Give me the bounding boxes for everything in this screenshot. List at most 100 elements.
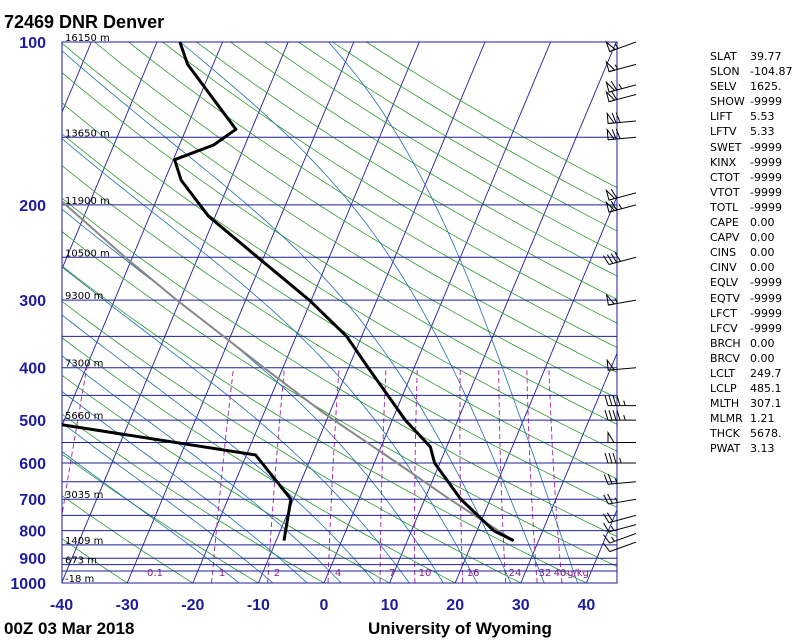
index-row-vtot: VTOT -9999 <box>710 185 800 200</box>
wind-barb <box>603 473 637 485</box>
pressure-tick-label: 400 <box>19 361 46 378</box>
dry-adiabat-line <box>62 72 617 425</box>
sounding-indices-table: SLAT 39.77 SLON -104.87 SELV 1625. SHOW -9999 LI… <box>710 49 800 457</box>
mixing-ratio-line <box>548 367 563 583</box>
wind-barb <box>605 60 637 73</box>
temperature-profile-line <box>173 42 515 542</box>
isotherm-line <box>62 42 223 427</box>
wind-barb <box>605 293 637 306</box>
wind-barb <box>605 80 637 93</box>
dry-adiabat-line <box>62 133 617 480</box>
mixing-ratio-label: 1 <box>219 568 225 579</box>
height-label: 13650 m <box>65 128 110 139</box>
index-row-capv: CAPV 0.00 <box>710 230 800 245</box>
index-value: -9999 <box>750 95 782 109</box>
index-value: -9999 <box>750 200 782 214</box>
mixing-ratio-label: 10 <box>419 568 432 579</box>
dry-adiabat-line <box>62 231 617 568</box>
index-value: -104.87 <box>750 65 793 79</box>
index-row-lclt: LCLT 249.7 <box>710 366 800 381</box>
index-key: TOTL <box>710 200 739 214</box>
moist-adiabat-line <box>328 42 579 583</box>
pressure-tick-label: 600 <box>19 456 46 473</box>
wind-barb <box>603 533 637 544</box>
index-key: EQTV <box>710 291 740 305</box>
dry-adiabat-line <box>62 42 617 399</box>
index-value: 0.00 <box>750 351 775 365</box>
isotherm-line <box>62 42 289 583</box>
index-value: -9999 <box>750 291 782 305</box>
moist-adiabat-line <box>62 208 444 583</box>
index-value: 5678. <box>750 427 782 441</box>
index-row-kinx: KINX -9999 <box>710 155 800 170</box>
index-row-brcv: BRCV 0.00 <box>710 351 800 366</box>
isotherm-line <box>192 42 420 583</box>
isotherm-line <box>323 42 551 583</box>
moist-adiabat-line <box>62 451 240 583</box>
dry-adiabat-line <box>62 265 588 583</box>
index-row-mlmr: MLMR 1.21 <box>710 411 800 426</box>
dry-adiabat-line <box>62 197 617 537</box>
wind-barb <box>606 127 637 141</box>
index-row-mlth: MLTH 307.1 <box>710 396 800 411</box>
wind-barb <box>603 541 637 553</box>
wind-barb <box>605 200 637 213</box>
temperature-tick-label: 10 <box>381 597 399 614</box>
index-row-ctot: CTOT -9999 <box>710 170 800 185</box>
chart-title: 72469 DNR Denver <box>4 12 164 32</box>
index-key: LIFT <box>710 110 733 124</box>
dry-adiabat-line <box>62 102 617 452</box>
moist-adiabat-line <box>62 50 512 583</box>
pressure-tick-label: 900 <box>19 551 46 568</box>
dewpoint-profile-line <box>62 423 293 541</box>
index-key: MLMR <box>710 412 743 426</box>
dry-adiabat-line <box>62 374 391 583</box>
wind-barb <box>607 430 636 444</box>
moist-adiabat-line <box>180 42 545 583</box>
index-row-totl: TOTL -9999 <box>710 200 800 215</box>
index-key: CINS <box>710 246 737 260</box>
index-row-thck: THCK 5678. <box>710 426 800 441</box>
moist-adiabat-line <box>62 422 274 583</box>
dry-adiabat-line <box>62 538 128 583</box>
index-value: 1.21 <box>750 412 775 426</box>
index-key: LFCV <box>710 321 738 335</box>
index-value: 0.00 <box>750 231 775 245</box>
index-value: 0.00 <box>750 216 775 230</box>
wind-barb <box>606 358 637 371</box>
index-key: SLAT <box>710 50 737 63</box>
index-row-lfct: LFCT -9999 <box>710 306 800 321</box>
index-row-lfcv: LFCV -9999 <box>710 321 800 336</box>
index-value: 485.1 <box>750 382 782 396</box>
height-label: 11900 m <box>65 196 110 207</box>
index-value: -9999 <box>750 321 782 335</box>
pressure-axis: 100 200 300 400 500 600 700 800 900 1000 <box>10 35 46 593</box>
index-value: 307.1 <box>750 397 782 411</box>
index-row-lift: LIFT 5.53 <box>710 109 800 124</box>
index-row-show: SHOW -9999 <box>710 94 800 109</box>
index-key: SHOW <box>710 95 745 109</box>
index-key: EQLV <box>710 276 739 290</box>
index-value: 3.13 <box>750 442 775 456</box>
height-label: 16150 m <box>65 33 110 44</box>
isotherm-line <box>520 352 617 583</box>
index-key: CTOT <box>710 170 740 184</box>
pressure-tick-label: 200 <box>19 198 46 215</box>
wind-barb <box>604 452 636 464</box>
pressure-tick-label: 300 <box>19 293 46 310</box>
temperature-tick-label: 40 <box>578 597 596 614</box>
temperature-tick-label: -20 <box>181 597 204 614</box>
moist-adiabat-lines <box>62 42 579 583</box>
mixing-ratio-line <box>62 367 88 518</box>
index-row-slat: SLAT 39.77 <box>710 49 800 64</box>
mixing-ratio-label: 2 <box>274 568 280 579</box>
index-key: CAPE <box>710 216 739 230</box>
mixing-ratio-label: 16 <box>467 568 480 579</box>
index-value: 1625. <box>750 80 782 94</box>
footer-source: University of Wyoming <box>368 619 552 638</box>
index-value: -9999 <box>750 276 782 290</box>
dry-adiabat-line <box>128 42 617 349</box>
pressure-tick-label: 500 <box>19 413 46 430</box>
index-row-lftv: LFTV 5.33 <box>710 124 800 139</box>
mixing-ratio-label: g/kg <box>567 568 589 579</box>
